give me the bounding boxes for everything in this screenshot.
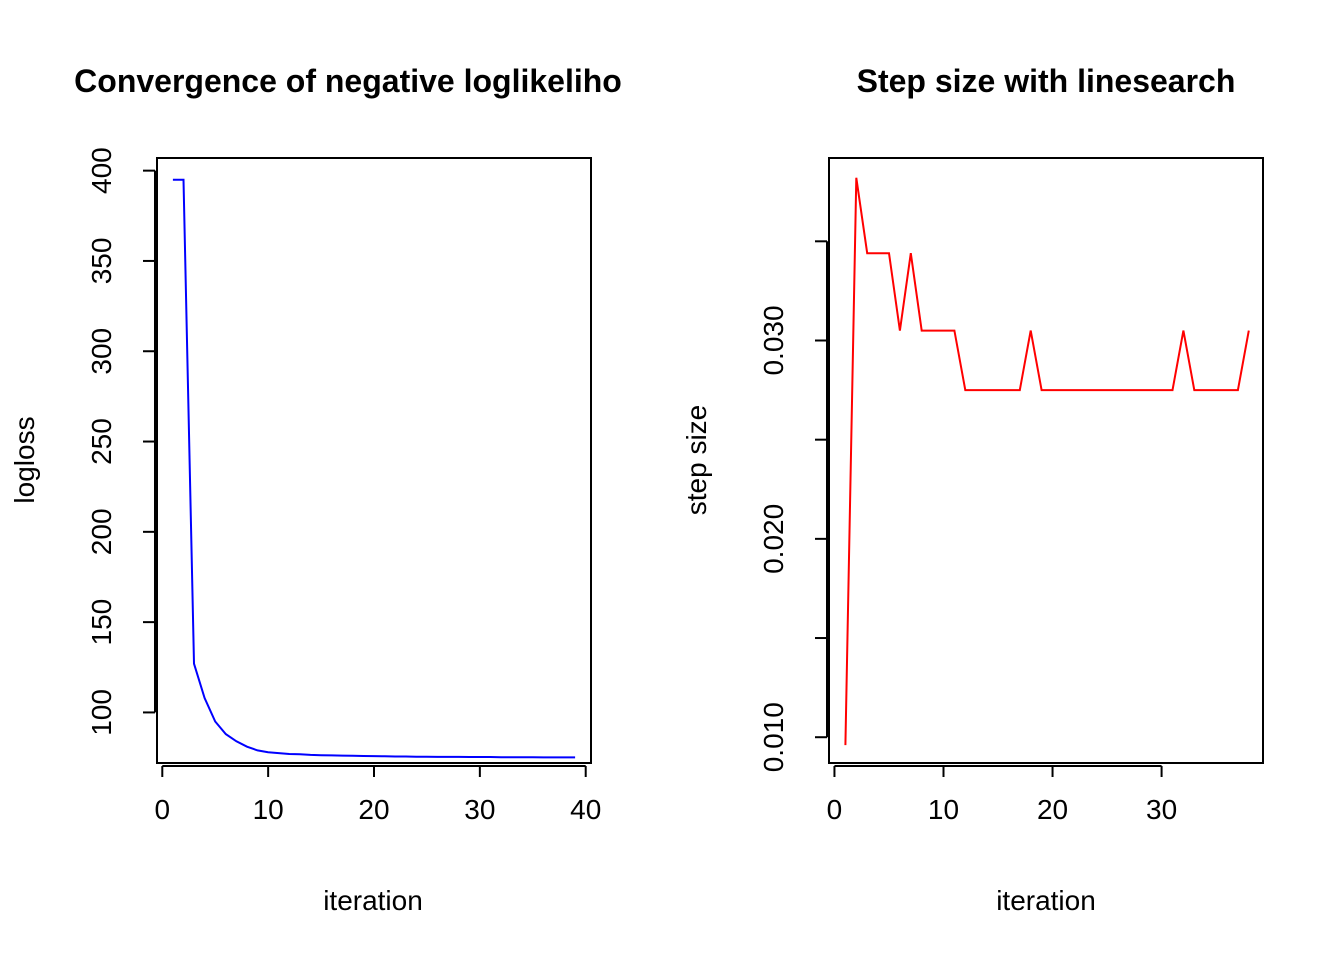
y-tick-label: 200 bbox=[86, 508, 117, 555]
series-line-logloss bbox=[172, 178, 576, 759]
y-tick-label: 350 bbox=[86, 238, 117, 285]
x-axis-logloss: 0 10 20 30 40 bbox=[155, 765, 601, 825]
y-axis-logloss: 100 150 200 250 300 350 400 bbox=[86, 147, 156, 736]
x-tick-label: 30 bbox=[1146, 794, 1177, 825]
y-tick-label: 0.020 bbox=[758, 504, 789, 574]
y-tick-label: 100 bbox=[86, 689, 117, 736]
x-tick-label: 20 bbox=[358, 794, 389, 825]
x-tick-label: 10 bbox=[253, 794, 284, 825]
chart-title-step-size: Step size with linesearch bbox=[857, 63, 1236, 99]
x-tick-label: 10 bbox=[928, 794, 959, 825]
chart-title-logloss: Convergence of negative loglikeliho bbox=[74, 63, 622, 99]
x-tick-label: 40 bbox=[570, 794, 601, 825]
y-axis-label-logloss: logloss bbox=[9, 416, 40, 503]
y-axis-step-size: 0.010 0.020 0.030 bbox=[758, 240, 828, 772]
y-tick-label: 250 bbox=[86, 418, 117, 465]
x-tick-label: 0 bbox=[827, 794, 843, 825]
y-tick-label: 300 bbox=[86, 328, 117, 375]
panel-step-size: Step size with linesearch iteration step… bbox=[681, 63, 1264, 916]
y-tick-label: 400 bbox=[86, 147, 117, 194]
y-tick-label: 0.030 bbox=[758, 305, 789, 375]
y-axis-label-step-size: step size bbox=[681, 405, 712, 516]
x-tick-label: 0 bbox=[155, 794, 171, 825]
series-line-step-size bbox=[844, 177, 1250, 746]
x-axis-label-logloss: iteration bbox=[323, 885, 423, 916]
x-tick-label: 30 bbox=[464, 794, 495, 825]
x-axis-label-step-size: iteration bbox=[996, 885, 1096, 916]
plot-frame-step-size bbox=[828, 157, 1264, 764]
y-tick-label: 0.010 bbox=[758, 702, 789, 772]
panel-logloss: Convergence of negative loglikeliho iter… bbox=[9, 63, 622, 916]
x-axis-step-size: 0 10 20 30 bbox=[827, 765, 1177, 825]
plot-frame-logloss bbox=[156, 157, 592, 764]
x-tick-label: 20 bbox=[1037, 794, 1068, 825]
y-tick-label: 150 bbox=[86, 599, 117, 646]
